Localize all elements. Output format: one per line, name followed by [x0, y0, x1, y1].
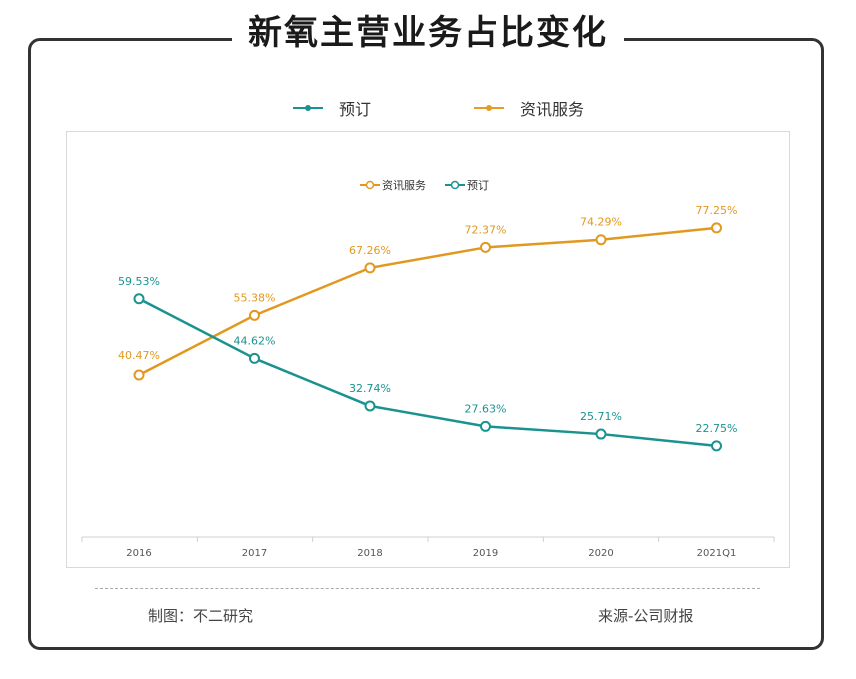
outer-legend: 预订 资讯服务 [0, 96, 856, 120]
inner-legend-marker [450, 180, 460, 190]
data-label: 27.63% [465, 402, 507, 415]
x-tick-label: 2020 [588, 548, 613, 559]
x-tick-label: 2018 [357, 548, 382, 559]
data-label: 22.75% [696, 422, 738, 435]
data-point [133, 369, 145, 381]
series-line [138, 297, 717, 448]
outer-legend-label: 资讯服务 [520, 100, 585, 119]
legend-line-icon [474, 105, 504, 111]
footer-source: 来源-公司财报 [598, 607, 694, 625]
data-point [595, 234, 607, 246]
data-point [364, 400, 376, 412]
data-point [480, 420, 491, 432]
footer-divider [95, 588, 760, 589]
data-label: 77.25% [696, 204, 738, 217]
data-label: 59.53% [118, 275, 160, 288]
data-label: 40.47% [118, 349, 160, 362]
outer-legend-label: 预订 [339, 100, 372, 119]
data-label: 67.26% [349, 244, 391, 257]
data-label: 72.37% [465, 223, 507, 236]
legend-dot-icon [305, 105, 311, 111]
data-label: 44.62% [234, 334, 276, 347]
plot-area [66, 131, 790, 568]
x-tick-label: 2017 [242, 548, 267, 559]
inner-legend-label: 资讯服务 [382, 179, 426, 192]
data-point [249, 309, 260, 321]
legend-dot-icon [486, 105, 492, 111]
data-point [711, 440, 722, 452]
data-label: 55.38% [234, 291, 276, 304]
chart-title: 新氧主营业务占比变化 [232, 8, 624, 58]
data-point [364, 262, 376, 274]
title-wrap: 新氧主营业务占比变化 [0, 8, 856, 58]
data-label: 74.29% [580, 216, 622, 229]
data-point [595, 428, 607, 440]
data-point [480, 241, 491, 253]
series-line [138, 226, 717, 377]
data-label: 25.71% [580, 410, 622, 423]
data-point [249, 352, 260, 364]
outer-legend-item-booking: 预订 [293, 96, 371, 120]
inner-legend-marker [365, 180, 375, 190]
x-tick-label: 2016 [126, 548, 151, 559]
inner-legend-label: 预订 [467, 179, 489, 192]
x-tick-label: 2019 [473, 548, 498, 559]
x-tick-label: 2021Q1 [697, 548, 737, 559]
data-point [711, 222, 722, 234]
outer-legend-item-info-service: 资讯服务 [474, 96, 584, 120]
legend-line-icon [293, 105, 323, 111]
data-point [133, 293, 145, 305]
footer-credit: 制图：不二研究 [148, 607, 254, 625]
data-label: 32.74% [349, 382, 391, 395]
